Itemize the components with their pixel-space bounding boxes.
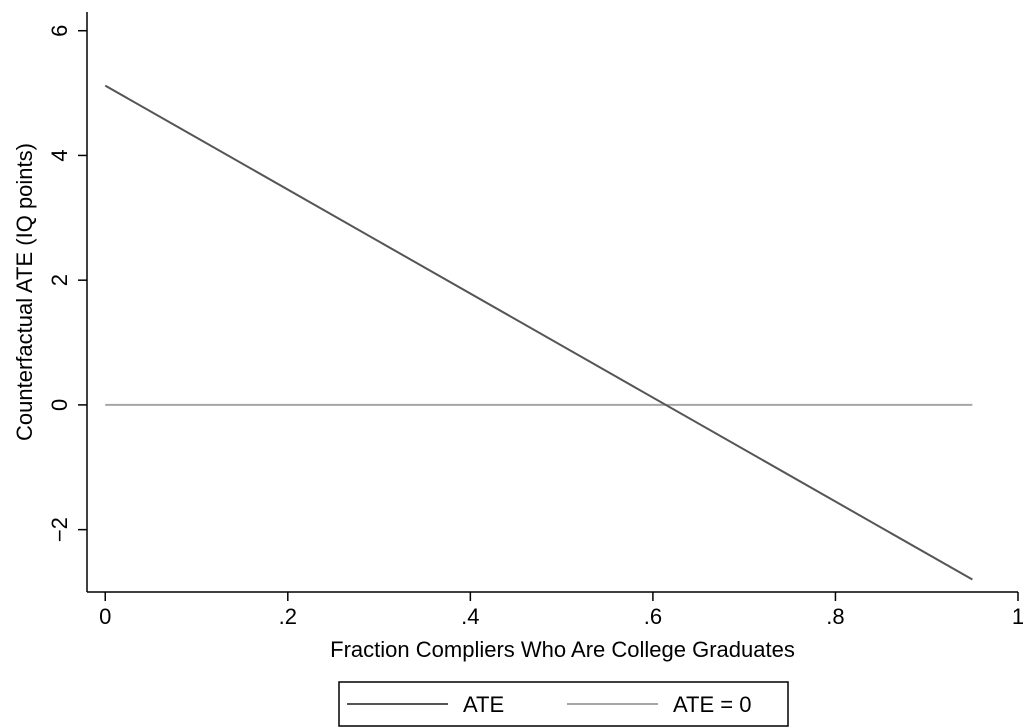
y-tick-label: 2 [47, 274, 72, 286]
series-line [104, 84, 973, 581]
y-axis-title: Counterfactual ATE (IQ points) [12, 143, 37, 441]
x-tick-label: .8 [826, 604, 844, 629]
plot-lines [104, 84, 973, 581]
x-ticks: 0 .2 .4 .6 .8 1 [99, 592, 1023, 629]
legend: ATE ATE = 0 [338, 681, 789, 727]
legend-label: ATE [463, 692, 504, 717]
x-tick-label: .2 [279, 604, 297, 629]
y-tick-label: 4 [47, 149, 72, 161]
x-tick-label: 0 [99, 604, 111, 629]
x-tick-label: 1 [1012, 604, 1023, 629]
x-tick-label: .4 [461, 604, 479, 629]
x-tick-label: .6 [644, 604, 662, 629]
y-tick-label: 0 [47, 399, 72, 411]
legend-label: ATE = 0 [673, 692, 751, 717]
y-ticks: −2 0 2 4 6 [47, 25, 87, 542]
y-tick-label: −2 [47, 517, 72, 542]
y-tick-label: 6 [47, 25, 72, 37]
x-axis-title: Fraction Compliers Who Are College Gradu… [330, 637, 795, 662]
